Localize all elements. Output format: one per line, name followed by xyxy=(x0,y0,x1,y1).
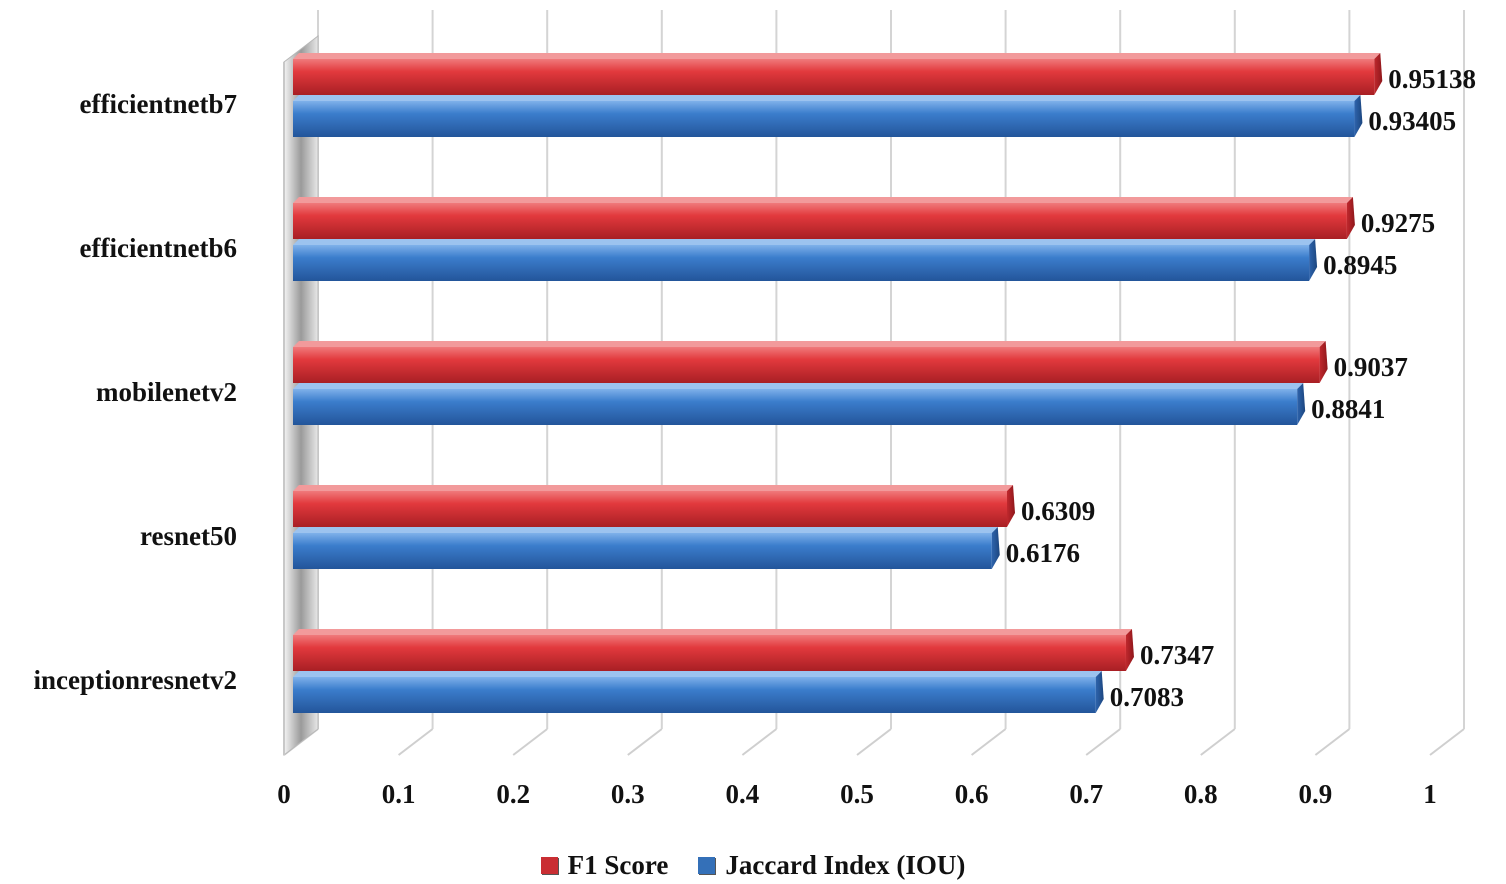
category-label: inceptionresnetv2 xyxy=(34,665,238,695)
x-tick-label: 0.9 xyxy=(1299,779,1333,809)
bar-top-face xyxy=(293,53,1381,59)
legend-swatch xyxy=(540,856,558,874)
data-label: 0.7347 xyxy=(1140,640,1214,670)
gridline-floor xyxy=(512,728,548,756)
legend-label: F1 Score xyxy=(567,849,669,880)
bar-top-face xyxy=(293,671,1102,677)
bars xyxy=(293,53,1383,713)
bar-end-cap xyxy=(1125,629,1134,671)
category-label: resnet50 xyxy=(140,521,237,551)
x-tick-label: 0.3 xyxy=(611,779,645,809)
bar xyxy=(293,389,1298,425)
bar-top-face xyxy=(293,527,998,533)
bar-end-cap xyxy=(1297,383,1306,425)
bar-top-face xyxy=(293,341,1326,347)
x-tick-label: 0.1 xyxy=(382,779,416,809)
legend-label: Jaccard Index (IOU) xyxy=(725,849,966,880)
legend: F1 Score Jaccard Index (IOU) xyxy=(0,846,1506,884)
bar-end-cap xyxy=(991,527,1000,569)
data-label: 0.8841 xyxy=(1311,394,1385,424)
data-label: 0.9275 xyxy=(1361,208,1435,238)
gridline-floor xyxy=(741,728,778,756)
data-label: 0.6309 xyxy=(1021,496,1095,526)
gridline-floor xyxy=(856,728,892,756)
bar xyxy=(293,245,1310,281)
data-label: 0.8945 xyxy=(1323,250,1397,280)
x-tick-label: 0.4 xyxy=(726,779,760,809)
labels: 0 0.1 0.2 0.3 0.4 0.5 0.6 0.7 0.8 0.9 1 0.95138 0.93… xyxy=(34,64,1477,809)
gridline-floor xyxy=(397,728,434,756)
bar-end-cap xyxy=(1309,239,1318,281)
bar xyxy=(293,59,1375,95)
bar-top-face xyxy=(293,383,1304,389)
bar-top-face xyxy=(293,239,1316,245)
bar xyxy=(293,533,992,569)
data-label: 0.6176 xyxy=(1006,538,1080,568)
category-label: mobilenetv2 xyxy=(96,377,237,407)
bar xyxy=(293,491,1008,527)
data-label: 0.93405 xyxy=(1368,106,1456,136)
bar-end-cap xyxy=(1374,53,1383,95)
data-label: 0.95138 xyxy=(1388,64,1476,94)
bar xyxy=(293,347,1320,383)
legend-item: Jaccard Index (IOU) xyxy=(698,850,965,881)
x-tick-label: 0.5 xyxy=(840,779,874,809)
x-tick-label: 0.6 xyxy=(955,779,989,809)
data-label: 0.7083 xyxy=(1110,682,1184,712)
bar-chart: 0 0.1 0.2 0.3 0.4 0.5 0.6 0.7 0.8 0.9 1 0.95138 0.93… xyxy=(34,10,1477,809)
gridline-floor xyxy=(1314,728,1351,756)
data-label: 0.9037 xyxy=(1334,352,1408,382)
gridline-floor xyxy=(627,728,663,756)
bar xyxy=(293,635,1126,671)
bar xyxy=(293,203,1347,239)
legend-item: F1 Score xyxy=(540,849,669,881)
x-tick-label: 1 xyxy=(1423,779,1437,809)
gridline-floor xyxy=(1200,728,1236,756)
bar-top-face xyxy=(293,629,1132,635)
x-tick-label: 0.8 xyxy=(1184,779,1218,809)
bar-end-cap xyxy=(1319,341,1328,383)
gridline-floor xyxy=(970,728,1007,756)
category-label: efficientnetb7 xyxy=(80,89,237,119)
gridline-floor xyxy=(1429,728,1465,756)
bar-end-cap xyxy=(1007,485,1016,527)
bar-top-face xyxy=(293,197,1353,203)
x-tick-label: 0.2 xyxy=(496,779,530,809)
bar-top-face xyxy=(293,485,1014,491)
x-tick-label: 0.7 xyxy=(1069,779,1103,809)
category-label: efficientnetb6 xyxy=(80,233,237,263)
legend-swatch xyxy=(698,856,716,874)
x-tick-label: 0 xyxy=(277,779,291,809)
bar-end-cap xyxy=(1354,95,1363,137)
bar-top-face xyxy=(293,95,1361,101)
bar-end-cap xyxy=(1095,671,1104,713)
gridline-floor xyxy=(1085,728,1121,756)
bar xyxy=(293,677,1096,713)
bar-end-cap xyxy=(1346,197,1355,239)
bar xyxy=(293,101,1355,137)
